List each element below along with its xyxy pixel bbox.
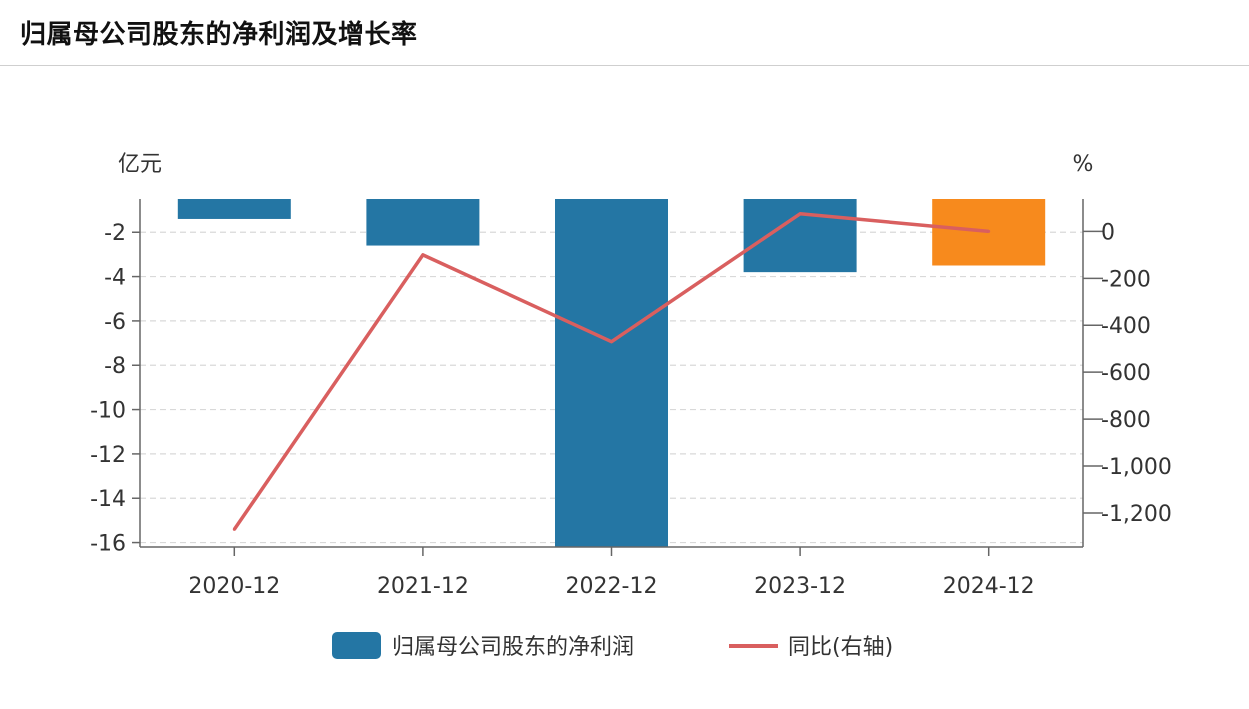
x-tick-label: 2020-12 bbox=[188, 574, 280, 599]
bar-2021-12 bbox=[366, 199, 480, 246]
y-right-unit: % bbox=[1073, 152, 1094, 177]
axes: -2 -4 -6 -8 -10 -12 -14 -16 0 -200 -400 -600 -800 -1,… bbox=[90, 152, 1172, 599]
y-right-tick-label: -600 bbox=[1101, 361, 1151, 386]
y-right-tick-label: 0 bbox=[1101, 220, 1115, 245]
y-left-tick-label: -4 bbox=[104, 266, 126, 291]
legend-label-line: 同比(右轴) bbox=[788, 635, 893, 660]
yoy-point-2023-12 bbox=[798, 212, 802, 216]
y-right-tick-label: -1,200 bbox=[1101, 502, 1172, 527]
bar-2023-12 bbox=[743, 199, 857, 273]
yoy-point-2021-12 bbox=[421, 253, 425, 257]
legend: 归属母公司股东的净利润 同比(右轴) bbox=[332, 632, 893, 660]
yoy-point-2020-12 bbox=[232, 527, 236, 531]
yoy-point-2024-12 bbox=[987, 229, 991, 233]
bar-2022-12 bbox=[555, 199, 668, 547]
chart-header: 归属母公司股东的净利润及增长率 bbox=[0, 0, 1249, 66]
bar-series bbox=[177, 199, 1046, 547]
x-tick-label: 2022-12 bbox=[566, 574, 658, 599]
x-tick-label: 2021-12 bbox=[377, 574, 469, 599]
y-left-tick-label: -8 bbox=[104, 354, 126, 379]
y-left-tick-label: -2 bbox=[104, 221, 126, 246]
yoy-point-2022-12 bbox=[610, 340, 613, 344]
y-left-tick-label: -10 bbox=[90, 399, 126, 424]
bar-2020-12 bbox=[177, 199, 291, 219]
y-right-tick-label: -800 bbox=[1101, 408, 1151, 433]
y-left-unit: 亿元 bbox=[118, 152, 162, 177]
chart-title: 归属母公司股东的净利润及增长率 bbox=[20, 20, 418, 50]
y-right-tick-label: -400 bbox=[1101, 314, 1151, 339]
y-right-tick-label: -1,000 bbox=[1101, 455, 1172, 480]
y-right-tick-label: -200 bbox=[1101, 267, 1151, 292]
y-left-tick-label: -12 bbox=[90, 443, 126, 468]
line-series bbox=[232, 212, 991, 531]
y-left-tick-label: -16 bbox=[90, 532, 126, 557]
y-left-tick-label: -14 bbox=[90, 487, 126, 512]
legend-swatch-bar bbox=[332, 632, 381, 659]
x-tick-label: 2023-12 bbox=[754, 574, 846, 599]
y-left-tick-label: -6 bbox=[104, 310, 126, 335]
x-tick-label: 2024-12 bbox=[943, 574, 1035, 599]
legend-label-bar: 归属母公司股东的净利润 bbox=[392, 635, 634, 660]
